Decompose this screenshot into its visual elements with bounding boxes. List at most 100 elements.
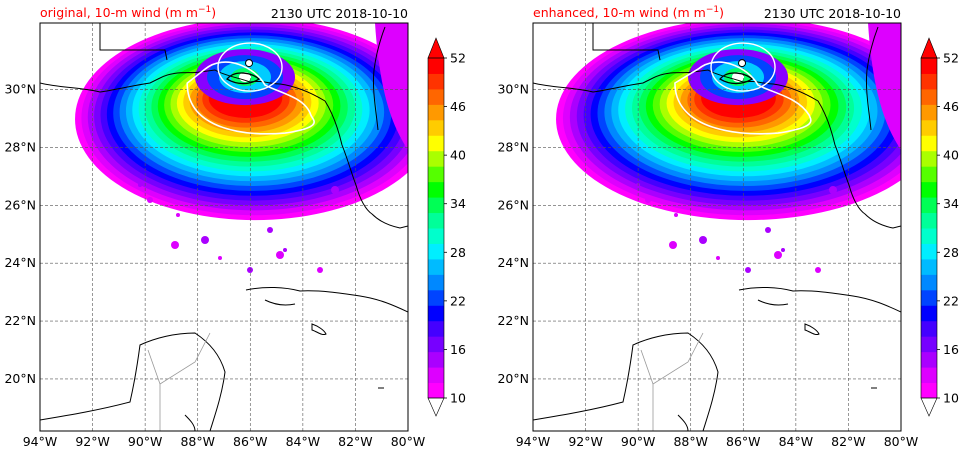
colorbar-bin	[428, 212, 444, 229]
colorbar-bin	[428, 351, 444, 368]
colorbar-tick-label: 16	[943, 342, 959, 357]
colorbar-bin	[921, 119, 937, 136]
colorbar-bin	[428, 382, 444, 399]
colorbar-bin	[428, 367, 444, 384]
colorbar-bin	[921, 367, 937, 384]
colorbar-extend-max	[427, 37, 445, 59]
x-tick-label: 94°W	[23, 434, 58, 449]
contour-white	[674, 61, 812, 135]
colorbar-bin	[428, 258, 444, 275]
convective-cell	[171, 241, 179, 249]
convective-cell	[201, 236, 209, 244]
x-tick-label: 88°W	[180, 434, 215, 449]
x-tick-label: 92°W	[75, 434, 110, 449]
map-frame	[532, 22, 902, 432]
map-frame	[39, 22, 409, 432]
convective-cell	[138, 183, 142, 187]
panel-title-left: original, 10-m wind (m m−1)	[40, 5, 216, 20]
x-tick-label: 82°W	[338, 434, 373, 449]
convective-cell	[781, 248, 785, 252]
contour-black	[719, 72, 754, 85]
x-tick-label: 80°W	[391, 434, 426, 449]
y-tick-label: 20°N	[497, 371, 529, 386]
x-tick-label: 90°W	[621, 434, 656, 449]
convective-cell	[317, 267, 323, 273]
y-tick-label: 26°N	[4, 197, 36, 212]
political-borders	[640, 332, 704, 431]
colorbar-bin	[428, 166, 444, 183]
convective-cell	[674, 213, 678, 217]
colorbar-bin	[428, 289, 444, 306]
y-tick-label: 22°N	[497, 313, 529, 328]
colorbar-bin	[428, 88, 444, 105]
colorbar-bin	[921, 88, 937, 105]
panel-enhanced: enhanced, 10-m wind (m m−1) 2130 UTC 201…	[497, 5, 958, 449]
wind-field	[75, 23, 408, 273]
convective-cell	[645, 197, 651, 203]
convective-cell	[283, 248, 287, 252]
wind-contours	[674, 42, 812, 135]
colorbar-bin	[428, 58, 444, 74]
coastlines	[40, 23, 408, 431]
colorbar-bin	[921, 336, 937, 353]
colorbar-bin	[921, 212, 937, 229]
colorbar-tick-label: 16	[450, 342, 466, 357]
convective-cell	[829, 186, 837, 194]
y-tick-label: 30°N	[4, 82, 36, 97]
gridlines	[40, 23, 408, 431]
colorbar-extend-max	[920, 37, 938, 59]
colorbar-bin	[428, 150, 444, 167]
x-tick-label: 90°W	[128, 434, 163, 449]
convective-cell	[745, 267, 751, 273]
convective-cell	[765, 227, 771, 233]
x-tick-label: 88°W	[673, 434, 708, 449]
axis-ticks: 94°W 92°W 90°W 88°W 86°W 84°W 82°W 80°W 20°N 22°N…	[4, 82, 425, 449]
colorbar-bin	[921, 289, 937, 306]
colorbar: 10 16 22 28 34 40 46 52	[427, 37, 466, 417]
colorbar-extend-min	[427, 397, 445, 417]
contour-black	[226, 72, 261, 85]
colorbar-bin	[921, 135, 937, 152]
contour-white	[217, 42, 283, 92]
convective-cell	[267, 227, 273, 233]
convective-cell	[815, 267, 821, 273]
colorbar-frame	[920, 57, 938, 399]
convective-cell	[331, 186, 339, 194]
colorbar-bin	[428, 228, 444, 244]
colorbar-bin	[428, 119, 444, 136]
colorbar-tick-label: 10	[450, 391, 466, 406]
colorbar-bin	[428, 305, 444, 322]
colorbar-tick-label: 28	[450, 245, 466, 260]
coastlines	[533, 23, 901, 431]
colorbar-bin	[428, 336, 444, 353]
x-tick-label: 86°W	[726, 434, 761, 449]
panel-timestamp: 2130 UTC 2018-10-10	[764, 6, 901, 21]
colorbar-extend-min	[920, 397, 938, 417]
colorbar-bin	[921, 228, 937, 244]
colorbar-bin	[921, 320, 937, 337]
x-tick-label: 86°W	[233, 434, 268, 449]
colorbar-bin	[921, 351, 937, 368]
wind-band	[375, 23, 408, 150]
y-tick-label: 28°N	[497, 139, 529, 154]
wind-band	[868, 23, 901, 150]
convective-cell	[699, 236, 707, 244]
panel-title-right: enhanced, 10-m wind (m m−1)	[533, 5, 724, 20]
contour-white	[186, 61, 315, 135]
storm-eye	[738, 59, 747, 68]
colorbar-bin	[428, 243, 444, 260]
y-tick-label: 20°N	[4, 371, 36, 386]
colorbar-bin	[921, 243, 937, 260]
convective-cell	[669, 241, 677, 249]
colorbar-bin	[428, 320, 444, 337]
convective-cell	[774, 251, 782, 259]
x-tick-label: 92°W	[568, 434, 603, 449]
convective-cell	[176, 213, 180, 217]
x-tick-label: 84°W	[779, 434, 814, 449]
colorbar-bin	[921, 382, 937, 399]
colorbar-bin	[428, 197, 444, 214]
colorbar-tick-label: 34	[943, 196, 959, 211]
y-tick-label: 26°N	[497, 197, 529, 212]
colorbar-bin	[921, 73, 937, 90]
